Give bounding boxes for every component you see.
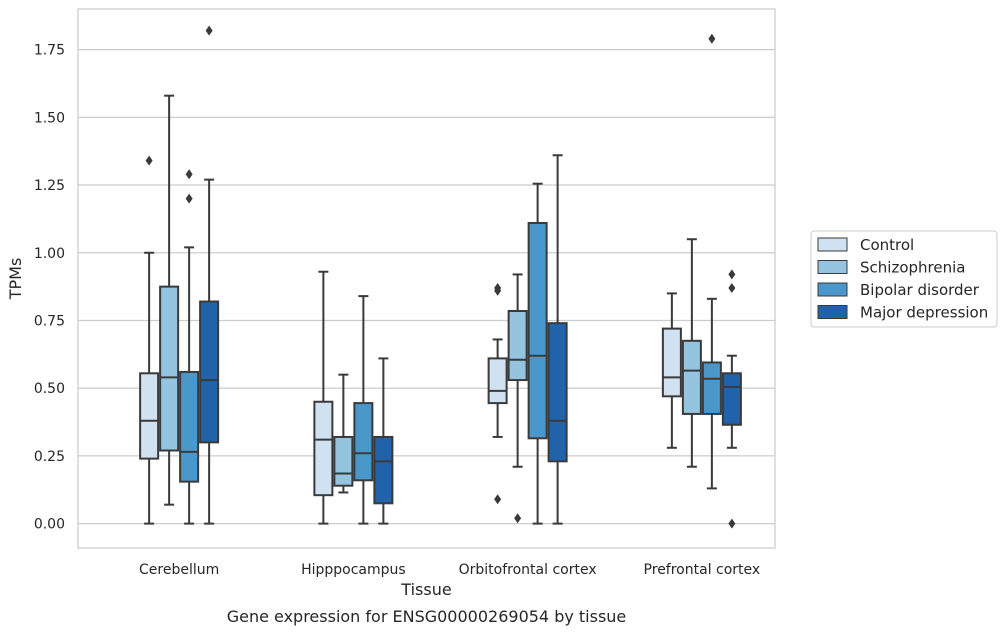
legend-swatch: [817, 237, 848, 252]
outlier-point: [185, 169, 193, 180]
iqr-box: [179, 370, 200, 483]
box-bipolar-disorder: [527, 182, 548, 525]
box-major-depression: [199, 25, 220, 525]
x-axis-ticks: Cerebellum Hipppocampus Orbitofrontal cort…: [139, 562, 760, 578]
outlier-point: [494, 282, 502, 293]
box-major-depression: [373, 357, 394, 525]
iqr-box: [333, 435, 354, 487]
iqr-box: [199, 300, 220, 444]
box-bipolar-disorder: [353, 295, 374, 525]
y-axis-title: TPMs: [6, 258, 25, 301]
x-tick-label: Hipppocampus: [301, 562, 406, 578]
y-tick-label: 1.50: [34, 110, 65, 126]
legend-label: Control: [860, 236, 914, 254]
iqr-box: [701, 361, 722, 415]
iqr-box: [313, 400, 334, 497]
outlier-point: [145, 155, 153, 166]
outlier-point: [205, 25, 213, 36]
iqr-box: [721, 372, 742, 426]
box-control: [487, 282, 508, 505]
x-axis-title: Tissue: [400, 580, 451, 599]
iqr-box: [373, 435, 394, 505]
box-control: [313, 270, 334, 525]
y-tick-label: 1.75: [34, 43, 65, 59]
legend-swatch: [817, 260, 848, 274]
iqr-box: [487, 357, 508, 405]
y-tick-label: 0.50: [34, 381, 65, 397]
box-schizophrenia: [681, 238, 702, 468]
y-axis-ticks: 0.00 0.25 0.50 0.75 1.00 1.25 1.50 1.75: [34, 43, 65, 533]
iqr-box: [159, 285, 180, 452]
chart-caption: Gene expression for ENSG00000269054 by t…: [227, 607, 627, 626]
legend-frame: [810, 230, 998, 328]
iqr-box: [507, 310, 528, 382]
iqr-box: [139, 372, 160, 460]
y-tick-label: 0.25: [34, 449, 65, 465]
legend-swatch: [817, 282, 848, 297]
box-bipolar-disorder: [179, 169, 200, 525]
outlier-point: [728, 282, 736, 293]
iqr-box: [353, 402, 374, 482]
iqr-box: [661, 327, 682, 398]
y-tick-label: 1.25: [34, 178, 65, 194]
box-schizophrenia: [159, 94, 180, 506]
legend-label: Major depression: [860, 304, 988, 322]
y-tick-label: 1.00: [34, 246, 65, 262]
x-tick-label: Orbitofrontal cortex: [459, 562, 597, 578]
box-series: [139, 25, 742, 529]
legend-swatch: [817, 305, 848, 319]
box-bipolar-disorder: [701, 33, 722, 490]
outlier-point: [728, 269, 736, 280]
outlier-point: [494, 494, 502, 505]
outlier-point: [514, 513, 522, 524]
box-control: [661, 292, 682, 449]
box-major-depression: [721, 269, 742, 529]
y-tick-label: 0.00: [34, 517, 65, 533]
box-schizophrenia: [333, 373, 354, 494]
outlier-point: [708, 33, 716, 44]
box-schizophrenia: [507, 273, 528, 524]
y-tick-label: 0.75: [34, 313, 65, 329]
outlier-point: [185, 193, 193, 204]
legend-label: Bipolar disorder: [860, 281, 980, 299]
x-tick-label: Cerebellum: [139, 562, 219, 578]
box-major-depression: [547, 154, 568, 525]
x-tick-label: Prefrontal cortex: [644, 562, 761, 578]
box-control: [139, 155, 160, 525]
iqr-box: [547, 322, 568, 463]
legend: Control Schizophrenia Bipolar disorder Majo…: [810, 230, 998, 328]
outlier-point: [728, 518, 736, 529]
iqr-box: [681, 339, 702, 415]
legend-label: Schizophrenia: [860, 259, 965, 277]
iqr-box: [527, 221, 548, 440]
